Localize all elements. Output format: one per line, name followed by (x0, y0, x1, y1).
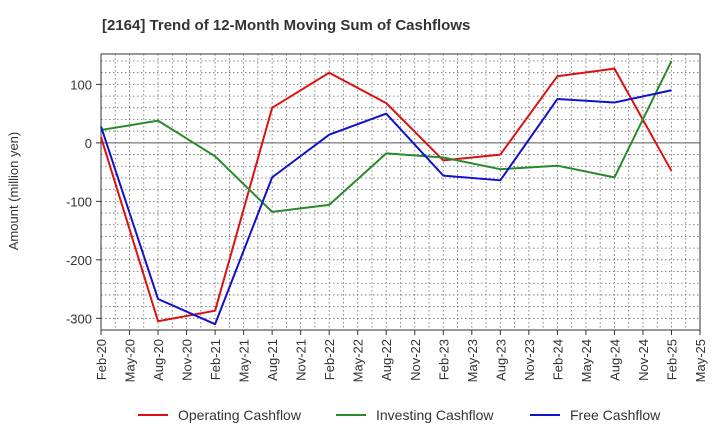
x-tick-label: Feb-25 (664, 339, 679, 380)
y-tick-label: -100 (66, 194, 92, 209)
x-ticks: Feb-20 May-20 Aug-20 Nov-20 Feb-21 May-21 Aug-… (94, 330, 708, 382)
x-tick-label: May-20 (123, 339, 138, 382)
x-tick-label: Nov-20 (180, 339, 195, 381)
plot-frame (100, 53, 701, 331)
x-tick-label: May-22 (351, 339, 366, 382)
x-tick-label: Nov-23 (522, 339, 537, 381)
series-line-operating-cashflow (100, 67, 673, 323)
y-ticks: 100 0 -100 -200 -300 (66, 77, 101, 326)
y-tick-label: 0 (85, 136, 92, 151)
x-tick-label: Feb-22 (322, 339, 337, 380)
legend-label: Investing Cashflow (376, 407, 494, 423)
x-tick-label: Aug-22 (379, 339, 394, 381)
series-line-free-cashflow (100, 89, 672, 326)
chart-title: [2164] Trend of 12-Month Moving Sum of C… (102, 17, 470, 34)
y-tick-label: 100 (70, 77, 92, 92)
x-tick-label: Feb-23 (436, 339, 451, 380)
x-tick-label: Aug-20 (151, 339, 166, 381)
legend: Operating Cashflow Investing Cashflow Free… (138, 407, 661, 423)
x-tick-label: Nov-21 (294, 339, 309, 381)
legend-label: Operating Cashflow (178, 407, 302, 423)
x-tick-label: Feb-24 (550, 339, 565, 380)
x-tick-label: May-25 (693, 339, 708, 382)
x-tick-label: May-23 (465, 339, 480, 382)
x-tick-label: Feb-20 (94, 339, 109, 380)
x-tick-label: Feb-21 (208, 339, 223, 380)
x-tick-label: Aug-23 (493, 339, 508, 381)
x-tick-label: May-24 (579, 339, 594, 382)
x-tick-label: Nov-22 (408, 339, 423, 381)
series (100, 60, 673, 326)
grid (101, 54, 700, 330)
x-tick-label: May-21 (237, 339, 252, 382)
x-tick-label: Aug-24 (607, 339, 622, 381)
series-line-investing-cashflow (100, 60, 673, 213)
x-tick-label: Nov-24 (636, 339, 651, 381)
y-tick-label: -300 (66, 311, 92, 326)
legend-label: Free Cashflow (570, 407, 661, 423)
x-tick-label: Aug-21 (265, 339, 280, 381)
y-axis-label: Amount (million yen) (6, 132, 21, 251)
y-tick-label: -200 (66, 253, 92, 268)
